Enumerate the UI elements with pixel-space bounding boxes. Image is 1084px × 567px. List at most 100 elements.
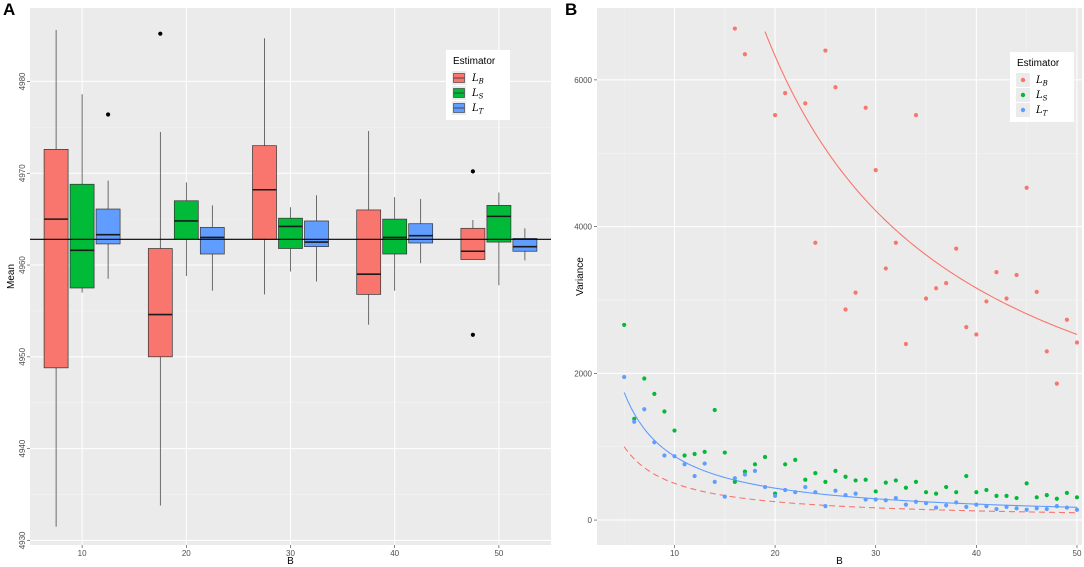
b-point-ls: [793, 457, 798, 463]
a-box-lt-50: [512, 228, 538, 261]
a-legend-key-s: [452, 86, 466, 100]
b-point-lt: [1074, 507, 1080, 512]
b-point-lt: [853, 491, 858, 496]
a-box-body: [173, 200, 199, 240]
b-point-lb: [742, 52, 748, 57]
b-point-ls: [843, 474, 848, 479]
b-point-lb: [1014, 272, 1019, 278]
a-box-lt-40: [408, 198, 434, 264]
b-point-ls: [883, 480, 888, 485]
b-point-ls: [742, 469, 748, 474]
b-point-ls: [712, 407, 717, 413]
b-point-lt: [1064, 505, 1070, 510]
b-x-axis-title: B: [836, 556, 843, 567]
a-legend: Estimator LB LS LT: [446, 50, 510, 120]
b-point-lb: [833, 85, 838, 90]
b-y-tick-label: 2000: [574, 369, 592, 378]
b-point-ls: [833, 468, 838, 474]
b-x-tick-label: 10: [670, 549, 679, 558]
a-outlier-point: [158, 31, 163, 36]
a-box-lb-50: [460, 169, 486, 337]
b-point-ls: [903, 485, 909, 490]
b-point-lt: [843, 493, 848, 498]
b-point-ls: [692, 451, 697, 457]
b-point-lb: [974, 332, 979, 337]
b-point-lt: [662, 453, 667, 458]
a-legend-key-t: [452, 101, 466, 115]
b-fit-curve-0: [764, 31, 1078, 335]
b-point-lt: [682, 462, 687, 467]
b-point-ls: [873, 489, 878, 494]
b-point-lt: [793, 490, 798, 495]
a-box-lb-30: [252, 38, 277, 295]
b-legend-key-s: [1016, 88, 1030, 102]
b-point-lt: [702, 461, 707, 466]
b-point-lt: [913, 499, 919, 504]
b-point-ls: [732, 479, 737, 485]
a-x-tick-label: 40: [390, 549, 399, 558]
b-legend: Estimator LB LS LT: [1010, 52, 1074, 122]
b-point-ls: [642, 376, 647, 381]
a-box-ls-50: [486, 192, 512, 286]
b-legend-label-t: LT: [1035, 105, 1049, 118]
b-point-lb: [1024, 185, 1029, 190]
b-point-lb: [903, 341, 909, 347]
a-y-tick-label: 4930: [18, 531, 27, 549]
b-series-ls: [622, 322, 1080, 501]
b-point-ls: [632, 416, 637, 421]
b-point-ls: [652, 391, 657, 396]
b-point-ls: [853, 478, 858, 483]
b-point-lt: [1014, 506, 1019, 511]
b-point-ls: [1054, 496, 1059, 501]
b-point-ls: [1014, 495, 1019, 501]
a-box-body: [278, 217, 303, 249]
b-point-ls: [964, 473, 969, 479]
b-x-tick-label: 50: [1073, 549, 1082, 558]
b-point-lt: [923, 501, 929, 506]
b-point-lb: [843, 307, 848, 312]
b-point-lt: [944, 503, 949, 508]
b-point-lb: [853, 290, 858, 295]
a-box-body: [486, 205, 512, 243]
a-box-body: [69, 183, 95, 289]
b-point-lt: [863, 497, 868, 502]
panel-a-boxplot: 4930 4940 4950 4960 4970 4980 10 20 30 40 50 B Mean E…: [6, 8, 551, 567]
a-box-ls-30: [278, 207, 303, 272]
a-box-body: [408, 223, 434, 244]
a-box-body: [43, 149, 69, 369]
b-point-lt: [762, 484, 768, 490]
b-point-ls: [823, 479, 828, 485]
a-box-body: [252, 145, 277, 240]
a-box-ls-10: [69, 94, 95, 293]
b-point-ls: [944, 484, 949, 490]
b-point-lt: [954, 500, 959, 505]
b-point-lt: [803, 484, 808, 490]
b-point-ls: [783, 462, 788, 467]
a-box-ls-40: [382, 197, 408, 291]
b-point-ls: [752, 462, 758, 467]
panel-b-scatter: 10 20 30 40 50 0 2000 4000 6000 B Variance Estimato…: [574, 8, 1082, 567]
a-legend-label-t: LT: [471, 103, 485, 116]
b-point-lt: [672, 454, 677, 459]
b-point-ls: [762, 454, 768, 460]
b-point-ls: [1044, 493, 1049, 498]
a-box-body: [147, 248, 173, 358]
b-point-lb: [1044, 349, 1049, 354]
b-point-lt: [722, 494, 727, 499]
b-point-lb: [944, 281, 949, 286]
b-point-lt: [692, 473, 697, 479]
b-point-ls: [933, 491, 939, 496]
b-point-lt: [823, 504, 828, 509]
b-point-ls: [984, 487, 989, 493]
panel-a-letter: A: [3, 0, 15, 19]
b-point-ls: [622, 322, 627, 328]
a-legend-label-b: LB: [471, 73, 484, 86]
a-box-lt-30: [304, 195, 329, 282]
b-point-lt: [752, 468, 758, 474]
a-box-lb-40: [356, 131, 382, 325]
a-y-tick-label: 4940: [18, 439, 27, 457]
b-point-lb: [984, 299, 989, 304]
b-legend-key-t: [1016, 103, 1030, 117]
b-y-tick-label: 0: [588, 516, 593, 525]
b-point-ls: [863, 477, 868, 482]
